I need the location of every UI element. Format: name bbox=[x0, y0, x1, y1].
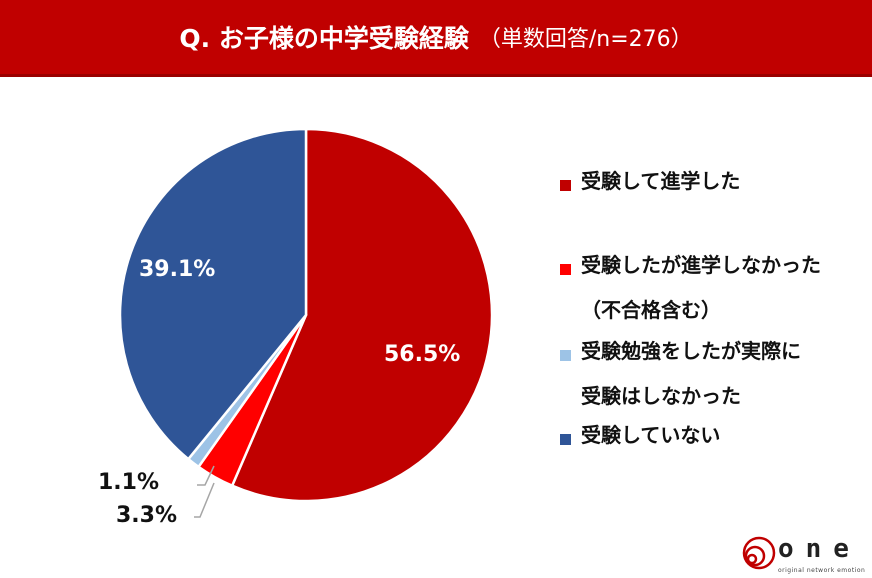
legend-label: 受験したが進学しなかった （不合格含む） bbox=[581, 253, 821, 322]
data-label-56-5: 56.5% bbox=[384, 342, 461, 367]
legend-swatch bbox=[560, 264, 571, 275]
chart-title: Q. お子様の中学受験経験 bbox=[179, 24, 469, 53]
leader-line-1-1 bbox=[197, 465, 215, 486]
legend-item-no-exam: 受験していない bbox=[560, 423, 720, 458]
data-label-39-1: 39.1% bbox=[139, 257, 216, 282]
logo-wordmark: one bbox=[778, 534, 861, 564]
leader-line-3-3 bbox=[194, 482, 215, 518]
pie-slice-3 bbox=[118, 127, 308, 461]
data-label-3-3: 3.3% bbox=[116, 503, 178, 528]
legend-label: 受験していない bbox=[581, 423, 721, 447]
legend-swatch bbox=[560, 180, 571, 191]
pie-slice-0 bbox=[230, 127, 494, 503]
legend-swatch bbox=[560, 434, 571, 445]
legend-swatch bbox=[560, 350, 571, 361]
legend-label: 受験して進学した bbox=[581, 169, 741, 193]
logo-tagline: original network emotion bbox=[778, 567, 866, 574]
legend-label: 受験勉強をしたが実際に 受験はしなかった bbox=[581, 339, 801, 408]
legend-item-exam-not-enrolled: 受験したが進学しなかった （不合格含む） bbox=[560, 253, 821, 333]
data-label-1-1: 1.1% bbox=[98, 470, 160, 495]
spiral-logo-icon bbox=[742, 536, 776, 570]
brand-logo: one original network emotion bbox=[742, 534, 867, 578]
chart-subtitle: （単数回答/n=276） bbox=[478, 27, 693, 52]
legend-item-studied-no-exam: 受験勉強をしたが実際に 受験はしなかった bbox=[560, 339, 801, 419]
title-banner: Q. お子様の中学受験経験 （単数回答/n=276） bbox=[0, 0, 872, 77]
legend-item-exam-enrolled: 受験して進学した bbox=[560, 169, 740, 204]
